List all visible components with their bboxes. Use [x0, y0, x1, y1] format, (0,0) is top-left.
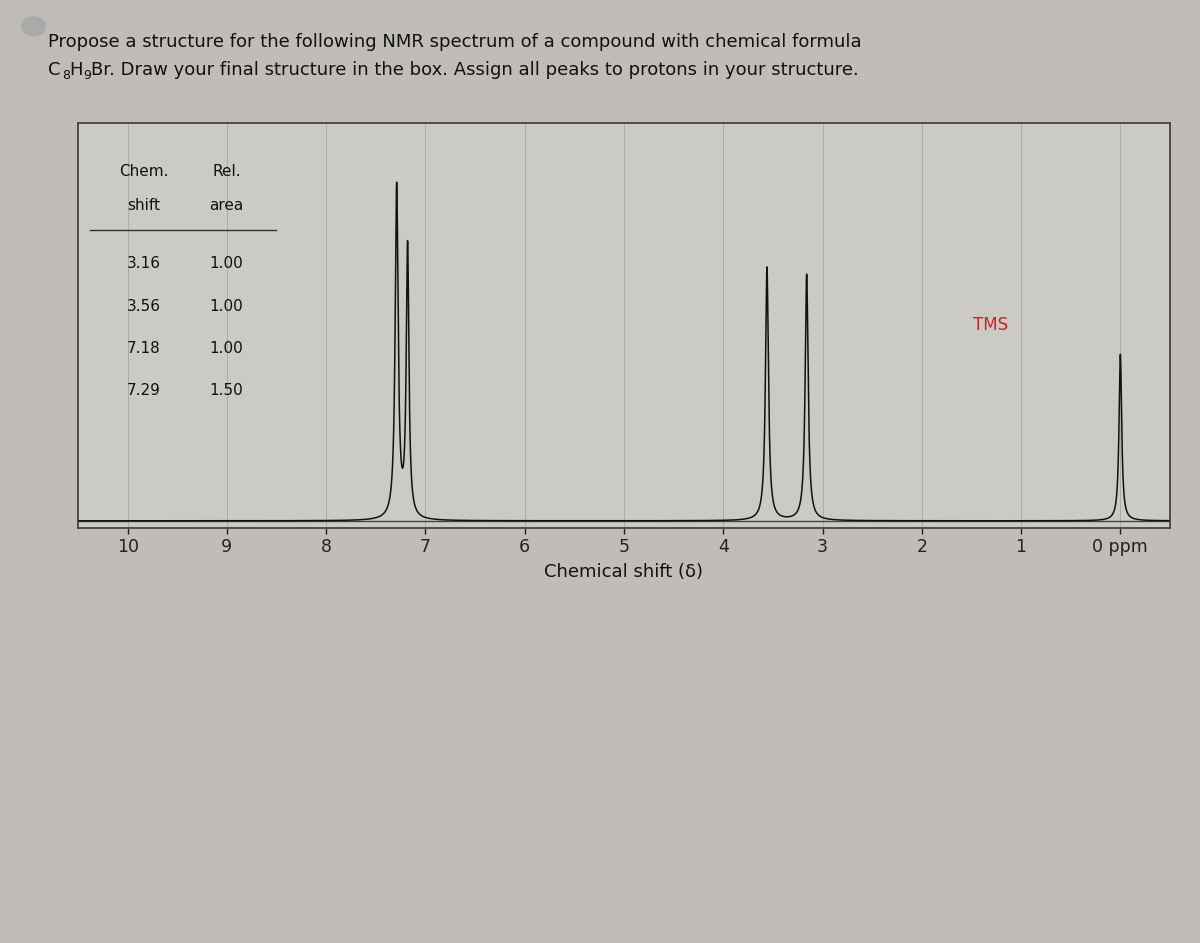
Text: Br. Draw your final structure in the box. Assign all peaks to protons in your st: Br. Draw your final structure in the box…	[91, 61, 858, 79]
Text: 7.18: 7.18	[126, 341, 161, 356]
Text: 1.00: 1.00	[210, 256, 244, 272]
Text: 1.00: 1.00	[210, 341, 244, 356]
Text: 1.00: 1.00	[210, 299, 244, 314]
Text: H: H	[70, 61, 83, 79]
Text: 1.50: 1.50	[210, 383, 244, 398]
Text: C: C	[48, 61, 60, 79]
Text: 8: 8	[62, 69, 70, 82]
Text: Propose a structure for the following NMR spectrum of a compound with chemical f: Propose a structure for the following NM…	[48, 33, 862, 51]
Text: shift: shift	[127, 198, 160, 213]
Text: TMS: TMS	[973, 316, 1008, 335]
X-axis label: Chemical shift (δ): Chemical shift (δ)	[545, 563, 703, 582]
Text: Rel.: Rel.	[212, 164, 241, 179]
Text: Chem.: Chem.	[119, 164, 168, 179]
Text: 9: 9	[83, 69, 91, 82]
Text: 3.56: 3.56	[126, 299, 161, 314]
Text: 7.29: 7.29	[126, 383, 161, 398]
Text: 3.16: 3.16	[126, 256, 161, 272]
Text: area: area	[210, 198, 244, 213]
